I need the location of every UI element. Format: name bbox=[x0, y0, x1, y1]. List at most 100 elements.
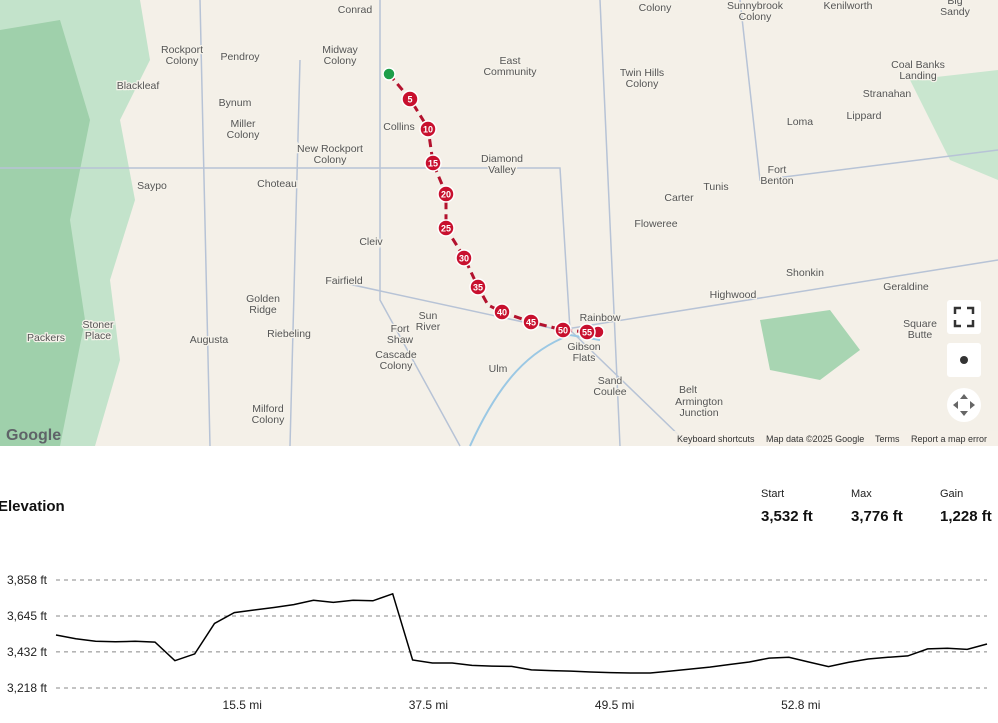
place-label: Belt bbox=[679, 384, 697, 396]
place-label: Sun River bbox=[416, 310, 441, 333]
place-label-line: Cascade bbox=[375, 349, 417, 361]
place-label-line: Fort bbox=[768, 164, 787, 176]
google-logo: Google bbox=[6, 427, 61, 444]
elevation-stats: Start 3,532 ft Max 3,776 ft Gain 1,228 ft bbox=[761, 488, 992, 525]
place-label: Choteau bbox=[257, 178, 297, 190]
route-marker-label: 40 bbox=[497, 308, 507, 318]
place-label: Saypo bbox=[137, 180, 167, 192]
place-label: Augusta bbox=[190, 334, 229, 346]
place-label: Stranahan bbox=[863, 88, 912, 100]
place-label: Tunis bbox=[703, 181, 728, 193]
stat-label: Max bbox=[851, 488, 872, 500]
place-label: Carter bbox=[664, 192, 694, 204]
place-label-line: Sand bbox=[598, 375, 623, 387]
place-label: Blackleaf bbox=[117, 80, 160, 92]
attribution[interactable]: Keyboard shortcuts bbox=[677, 434, 755, 444]
place-label-line: Gibson bbox=[567, 341, 600, 353]
place-label: Highwood bbox=[710, 289, 757, 301]
route-marker bbox=[419, 120, 437, 138]
attribution-bar bbox=[672, 431, 998, 446]
y-tick-label: 3,218 ft bbox=[7, 681, 48, 695]
elevation-line bbox=[55, 592, 988, 674]
place-label: Coal Banks Landing bbox=[891, 59, 945, 82]
route-start[interactable] bbox=[382, 67, 396, 81]
route-marker bbox=[469, 278, 487, 296]
x-tick-label: 49.5 mi bbox=[595, 698, 634, 712]
x-tick-label: 52.8 mi bbox=[781, 698, 820, 712]
fullscreen-button[interactable] bbox=[947, 300, 981, 334]
place-label: Gibson Flats bbox=[567, 341, 600, 364]
place-label: Ulm bbox=[489, 363, 508, 375]
route-marker-label: 35 bbox=[473, 283, 483, 293]
place-label-line: Shaw bbox=[387, 334, 414, 346]
place-label-line: Diamond bbox=[481, 153, 523, 165]
place-label: Cascade Colony bbox=[375, 349, 417, 372]
place-label-line: Sandy bbox=[940, 6, 971, 18]
camera-icon bbox=[953, 394, 975, 416]
place-label-line: River bbox=[416, 321, 441, 333]
map-background bbox=[0, 0, 998, 446]
place-label-line: Colony bbox=[227, 129, 260, 141]
route-markers: 5 10 15 20 25 30 35 40 45 50 55 bbox=[401, 90, 596, 341]
route-marker-label: 55 bbox=[582, 328, 592, 338]
place-label: East Community bbox=[483, 55, 537, 78]
route-marker-label: 20 bbox=[441, 190, 451, 200]
place-label: Midway Colony bbox=[322, 44, 358, 67]
place-label-line: Coal Banks bbox=[891, 59, 945, 71]
route-marker bbox=[437, 185, 455, 203]
route-marker bbox=[522, 313, 540, 331]
place-label: Golden Ridge bbox=[246, 293, 280, 316]
place-label-line: Colony bbox=[380, 360, 413, 372]
camera-control[interactable] bbox=[947, 388, 981, 422]
place-label-line: Sun bbox=[419, 310, 438, 322]
y-tick-label: 3,432 ft bbox=[7, 645, 48, 659]
place-label-line: Flats bbox=[573, 352, 596, 364]
place-label-line: Colony bbox=[626, 78, 659, 90]
route-marker bbox=[424, 154, 442, 172]
place-label: Miller Colony bbox=[227, 118, 260, 141]
y-tick-label: 3,645 ft bbox=[7, 609, 48, 623]
route-marker bbox=[437, 219, 455, 237]
stat-value: 3,532 ft bbox=[761, 508, 813, 525]
place-label-line: Big bbox=[947, 0, 962, 7]
route-marker-label: 30 bbox=[459, 254, 469, 264]
place-label: Twin Hills Colony bbox=[620, 67, 664, 90]
place-label-line: Miller bbox=[230, 118, 256, 130]
route-marker-label: 10 bbox=[423, 125, 433, 135]
place-label-line: Colony bbox=[639, 2, 672, 14]
elevation-chart: 3,218 ft 3,432 ft 3,645 ft 3,858 ft 15.5 mi 3… bbox=[7, 573, 988, 712]
y-tick-label: 3,858 ft bbox=[7, 573, 48, 587]
place-label-line: Fort bbox=[391, 323, 410, 335]
place-label: Pendroy bbox=[220, 51, 260, 63]
place-label-line: Community bbox=[483, 66, 537, 78]
place-label: New Rockport Colony bbox=[297, 143, 363, 166]
fullscreen-icon bbox=[953, 306, 975, 328]
place-label-line: East bbox=[499, 55, 520, 67]
place-label: Riebeling bbox=[267, 328, 311, 340]
place-label: Packers bbox=[27, 332, 65, 344]
place-label: Armington Junction bbox=[675, 396, 723, 419]
attribution[interactable]: Report a map error bbox=[911, 434, 987, 444]
roads bbox=[0, 0, 998, 447]
place-label-line: Twin Hills bbox=[620, 67, 664, 79]
route-marker bbox=[455, 249, 473, 267]
place-label-line: Colony bbox=[166, 55, 199, 67]
elevation-title: Elevation bbox=[0, 498, 65, 515]
place-label-line: Benton bbox=[760, 175, 793, 187]
place-label: Cleiv bbox=[359, 236, 383, 248]
place-label: Loma bbox=[787, 116, 813, 128]
place-label: Collins bbox=[383, 121, 415, 133]
place-label-line: Ridge bbox=[249, 304, 277, 316]
place-label: Shonkin bbox=[786, 267, 824, 279]
place-label: Kenilworth bbox=[823, 0, 872, 12]
place-label-line: Golden bbox=[246, 293, 280, 305]
attribution[interactable]: Terms bbox=[875, 434, 900, 444]
place-label-line: Valley bbox=[488, 164, 517, 176]
route-marker bbox=[493, 303, 511, 321]
place-label-line: Milford bbox=[252, 403, 284, 415]
route-marker bbox=[554, 321, 572, 339]
